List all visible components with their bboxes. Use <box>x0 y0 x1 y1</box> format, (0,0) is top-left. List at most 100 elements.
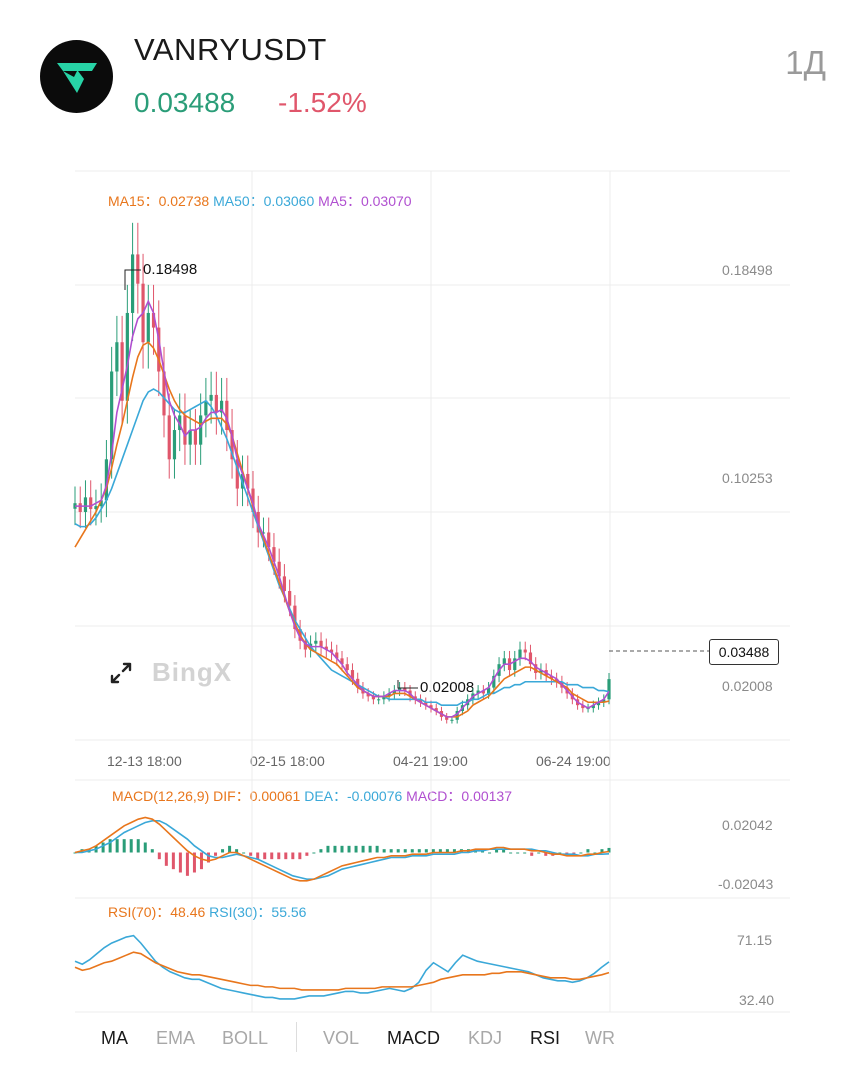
tab-macd[interactable]: MACD <box>387 1028 440 1048</box>
ma5-legend: MA5：0.03070 <box>318 193 412 209</box>
dif-line <box>74 816 610 882</box>
tab-ema[interactable]: EMA <box>156 1028 196 1048</box>
candle-body <box>544 670 548 676</box>
candle-body <box>246 473 250 489</box>
macd-histogram-bar <box>277 852 281 860</box>
tab-wr[interactable]: WR <box>585 1028 615 1048</box>
last-price-tag: 0.03488 <box>709 639 779 665</box>
candle-body <box>204 400 208 416</box>
x-tick-3: 04-21 19:00 <box>393 753 468 769</box>
macd-histogram-bar <box>417 849 421 853</box>
candle-body <box>151 312 156 328</box>
pair-title: VANRYUSDT <box>134 32 327 67</box>
candle-body <box>256 511 260 533</box>
macd-histogram-bar <box>108 839 112 853</box>
candle-body <box>251 488 255 512</box>
macd-histogram-bar <box>319 849 323 853</box>
dea-line <box>75 820 610 880</box>
candle-body <box>94 506 98 510</box>
macd-histogram-bar <box>115 839 119 853</box>
macd-histogram-bar <box>544 852 548 856</box>
rsi-legend: RSI(70)：48.46 RSI(30)：55.56 <box>108 902 306 922</box>
macd-histogram-bar <box>228 845 232 853</box>
x-tick-4: 06-24 19:00 <box>536 753 611 769</box>
high-marker <box>124 269 141 290</box>
candle-body <box>115 342 119 372</box>
candles <box>73 222 611 724</box>
grid <box>75 170 790 1013</box>
candle-body <box>110 371 114 460</box>
macd-histogram-bar <box>361 845 365 853</box>
macd-histogram-bar <box>558 852 562 854</box>
macd-histogram-bar <box>291 852 295 860</box>
candle-body <box>403 687 407 691</box>
candle-body <box>214 394 218 413</box>
macd-histogram-bar <box>368 845 372 853</box>
candle-body <box>413 696 417 700</box>
macd-histogram-bar <box>150 849 154 853</box>
candle-body <box>267 532 271 548</box>
tab-kdj[interactable]: KDJ <box>468 1028 503 1048</box>
candle-body <box>424 702 428 706</box>
candle-body <box>560 681 564 688</box>
macd-histogram-bar <box>523 852 527 854</box>
candle-body <box>209 394 213 401</box>
candle-body <box>502 658 506 665</box>
candle-body <box>324 646 328 650</box>
candle-body <box>528 652 533 665</box>
candle-body <box>361 687 365 694</box>
macd-histogram-bar <box>249 852 253 856</box>
macd-histogram-bar <box>495 849 499 853</box>
macd-histogram-bar <box>466 849 470 853</box>
macd-panel <box>73 816 611 882</box>
candle-body <box>136 254 140 284</box>
tab-ma[interactable]: MA <box>101 1028 128 1048</box>
expand-button[interactable] <box>108 660 134 686</box>
tab-rsi[interactable]: RSI <box>530 1028 561 1048</box>
macd-histogram-bar <box>73 852 77 854</box>
macd-histogram-bar <box>579 852 583 854</box>
candle-body <box>450 719 454 721</box>
candle-body <box>518 649 522 659</box>
candle-body <box>240 473 245 489</box>
price-change: -1.52% <box>278 87 367 118</box>
macd-tick-top: 0.02042 <box>722 817 773 833</box>
macd-histogram-bar <box>530 852 534 856</box>
dif-legend: DIF：0.00061 <box>213 788 301 804</box>
macd-histogram-bar <box>129 839 133 853</box>
macd-histogram-bar <box>396 849 400 853</box>
candle-body <box>377 699 381 701</box>
candle-body <box>225 400 229 431</box>
macd-histogram-bar <box>488 852 492 854</box>
candle-body <box>99 500 103 507</box>
candle-body <box>157 327 161 372</box>
macd-histogram-bar <box>445 849 449 853</box>
macd-value-legend: MACD：0.00137 <box>406 788 512 804</box>
candle-body <box>261 532 266 534</box>
macd-histogram-bar <box>403 849 407 853</box>
rsi30-legend: RSI(30)：55.56 <box>209 904 307 920</box>
macd-histogram-bar <box>312 852 316 854</box>
interval-selector[interactable]: 1Д <box>785 44 826 81</box>
candle-body <box>314 640 318 644</box>
candle-body <box>282 576 287 592</box>
candle-body <box>486 687 491 694</box>
y-tick-top: 0.18498 <box>722 262 773 278</box>
dea-legend: DEA：-0.00076 <box>304 788 403 804</box>
macd-histogram-bar <box>375 845 379 853</box>
macd-histogram-bar <box>263 852 267 860</box>
ma15-legend: MA15：0.02738 <box>108 193 210 209</box>
tab-boll[interactable]: BOLL <box>222 1028 269 1048</box>
candle-body <box>586 708 590 710</box>
candle-body <box>408 690 412 697</box>
macd-histogram-bar <box>600 849 604 853</box>
macd-histogram-bar <box>333 845 337 853</box>
tab-vol[interactable]: VOL <box>323 1028 360 1048</box>
macd-histogram-bar <box>516 852 520 854</box>
candle-body <box>445 716 449 720</box>
macd-histogram-bar <box>101 842 105 853</box>
tab-divider <box>296 1022 297 1052</box>
macd-histogram-bar <box>438 849 442 853</box>
macd-histogram-bar <box>424 849 428 853</box>
vanry-logo-icon <box>56 62 97 93</box>
